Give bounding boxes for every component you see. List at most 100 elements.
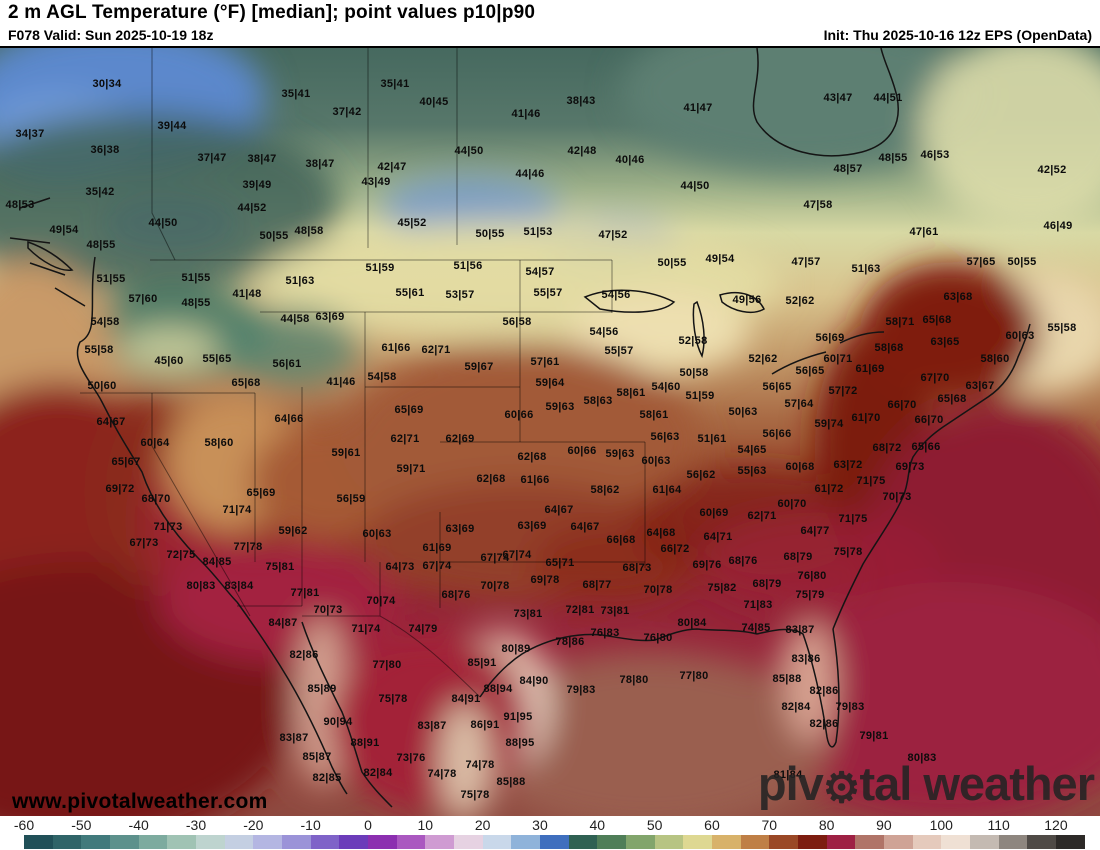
point-value-label: 71|75 <box>838 513 868 525</box>
point-value-label: 57|61 <box>530 356 560 368</box>
point-value-label: 36|38 <box>90 144 120 156</box>
point-value-label: 40|45 <box>419 96 449 108</box>
point-value-label: 80|89 <box>501 643 531 655</box>
colorbar-tick-label: 110 <box>987 817 1010 833</box>
point-value-label: 66|68 <box>606 534 636 546</box>
point-value-label: 51|63 <box>851 263 881 275</box>
point-value-label: 55|57 <box>533 287 563 299</box>
point-value-label: 64|73 <box>385 561 415 573</box>
point-value-label: 49|54 <box>49 224 79 236</box>
point-value-label: 65|67 <box>111 456 141 468</box>
point-value-label: 65|68 <box>937 393 967 405</box>
point-value-label: 57|72 <box>828 385 858 397</box>
point-value-label: 47|57 <box>791 256 821 268</box>
point-value-label: 65|66 <box>911 441 941 453</box>
point-value-label: 56|65 <box>795 365 825 377</box>
point-value-label: 54|57 <box>525 266 555 278</box>
point-value-label: 59|61 <box>331 447 361 459</box>
point-value-label: 70|74 <box>366 595 396 607</box>
point-value-label: 63|67 <box>965 380 995 392</box>
point-value-label: 35|41 <box>380 78 410 90</box>
point-value-label: 75|81 <box>265 561 295 573</box>
point-value-label: 58|68 <box>874 342 904 354</box>
colorbar-tick-label: 0 <box>364 817 372 833</box>
logo-text-tal-weather: tal weather <box>859 757 1095 810</box>
point-value-label: 68|76 <box>728 555 758 567</box>
point-value-label: 56|62 <box>686 469 716 481</box>
point-value-label: 82|86 <box>809 685 839 697</box>
point-value-label: 70|78 <box>643 584 673 596</box>
point-value-label: 75|78 <box>378 693 408 705</box>
point-value-label: 73|81 <box>600 605 630 617</box>
point-value-label: 82|86 <box>809 718 839 730</box>
point-value-label: 62|71 <box>390 433 420 445</box>
colorbar-segment <box>310 835 340 849</box>
point-value-label: 77|81 <box>290 587 320 599</box>
point-value-label: 60|71 <box>823 353 853 365</box>
point-value-label: 65|68 <box>231 377 261 389</box>
point-value-label: 65|69 <box>394 404 424 416</box>
colorbar-tick-label: 100 <box>929 817 953 833</box>
point-value-label: 59|63 <box>545 401 575 413</box>
point-value-label: 53|57 <box>445 289 475 301</box>
point-value-label: 55|63 <box>737 465 767 477</box>
point-value-label: 64|66 <box>274 413 304 425</box>
point-value-label: 44|58 <box>280 313 310 325</box>
point-value-label: 78|80 <box>619 674 649 686</box>
point-value-label: 56|65 <box>762 381 792 393</box>
point-value-label: 79|81 <box>859 730 889 742</box>
point-value-label: 66|70 <box>914 414 944 426</box>
point-value-label: 88|95 <box>505 737 535 749</box>
point-value-label: 48|55 <box>878 152 908 164</box>
point-value-label: 51|56 <box>453 260 483 272</box>
point-value-label: 75|79 <box>795 589 825 601</box>
colorbar-tick-label: 70 <box>761 817 778 833</box>
colorbar-segment <box>281 835 312 849</box>
point-value-label: 59|67 <box>464 361 494 373</box>
point-value-label: 48|55 <box>181 297 211 309</box>
point-value-label: 73|76 <box>396 752 426 764</box>
point-value-label: 85|87 <box>302 751 332 763</box>
point-value-label: 68|70 <box>141 493 171 505</box>
point-value-label: 50|60 <box>87 380 117 392</box>
colorbar-segment <box>81 835 111 849</box>
colorbar-segment <box>597 835 627 849</box>
point-value-label: 30|34 <box>92 78 122 90</box>
point-value-label: 71|74 <box>222 504 252 516</box>
point-value-label: 41|46 <box>326 376 356 388</box>
colorbar-segment <box>52 835 82 849</box>
point-value-label: 64|67 <box>570 521 600 533</box>
point-value-label: 84|90 <box>519 675 549 687</box>
point-value-label: 74|78 <box>427 768 457 780</box>
point-value-label: 56|61 <box>272 358 302 370</box>
point-value-label: 59|71 <box>396 463 426 475</box>
point-value-label: 55|57 <box>604 345 634 357</box>
point-value-label: 47|52 <box>598 229 628 241</box>
colorbar-segment <box>740 835 770 849</box>
point-value-label: 64|68 <box>646 527 676 539</box>
temperature-map-canvas[interactable]: 30|34 35|41 37|42 34|37 39|44 36|38 37|47 38|47… <box>0 46 1100 818</box>
point-value-label: 44|51 <box>873 92 903 104</box>
colorbar-segment <box>941 835 971 849</box>
point-value-label: 44|50 <box>148 217 178 229</box>
colorbar-tick-label: -20 <box>243 817 264 833</box>
colorbar-segment <box>625 835 656 849</box>
colorbar-segment <box>1027 835 1057 849</box>
point-value-label: 83|87 <box>417 720 447 732</box>
point-value-label: 72|75 <box>166 549 196 561</box>
point-value-label: 77|80 <box>372 659 402 671</box>
point-value-label: 60|66 <box>567 445 597 457</box>
point-value-label: 47|58 <box>803 199 833 211</box>
pivotal-weather-logo: piv⚙tal weather <box>758 756 1095 812</box>
point-value-label: 43|49 <box>361 176 391 188</box>
point-value-label: 50|63 <box>728 406 758 418</box>
point-value-label: 56|63 <box>650 431 680 443</box>
point-value-label: 48|55 <box>86 239 116 251</box>
point-value-label: 68|79 <box>783 551 813 563</box>
point-value-label: 56|66 <box>762 428 792 440</box>
point-value-label: 67|74 <box>502 549 532 561</box>
point-value-label: 63|68 <box>943 291 973 303</box>
point-value-label: 69|78 <box>530 574 560 586</box>
point-value-label: 80|83 <box>186 580 216 592</box>
